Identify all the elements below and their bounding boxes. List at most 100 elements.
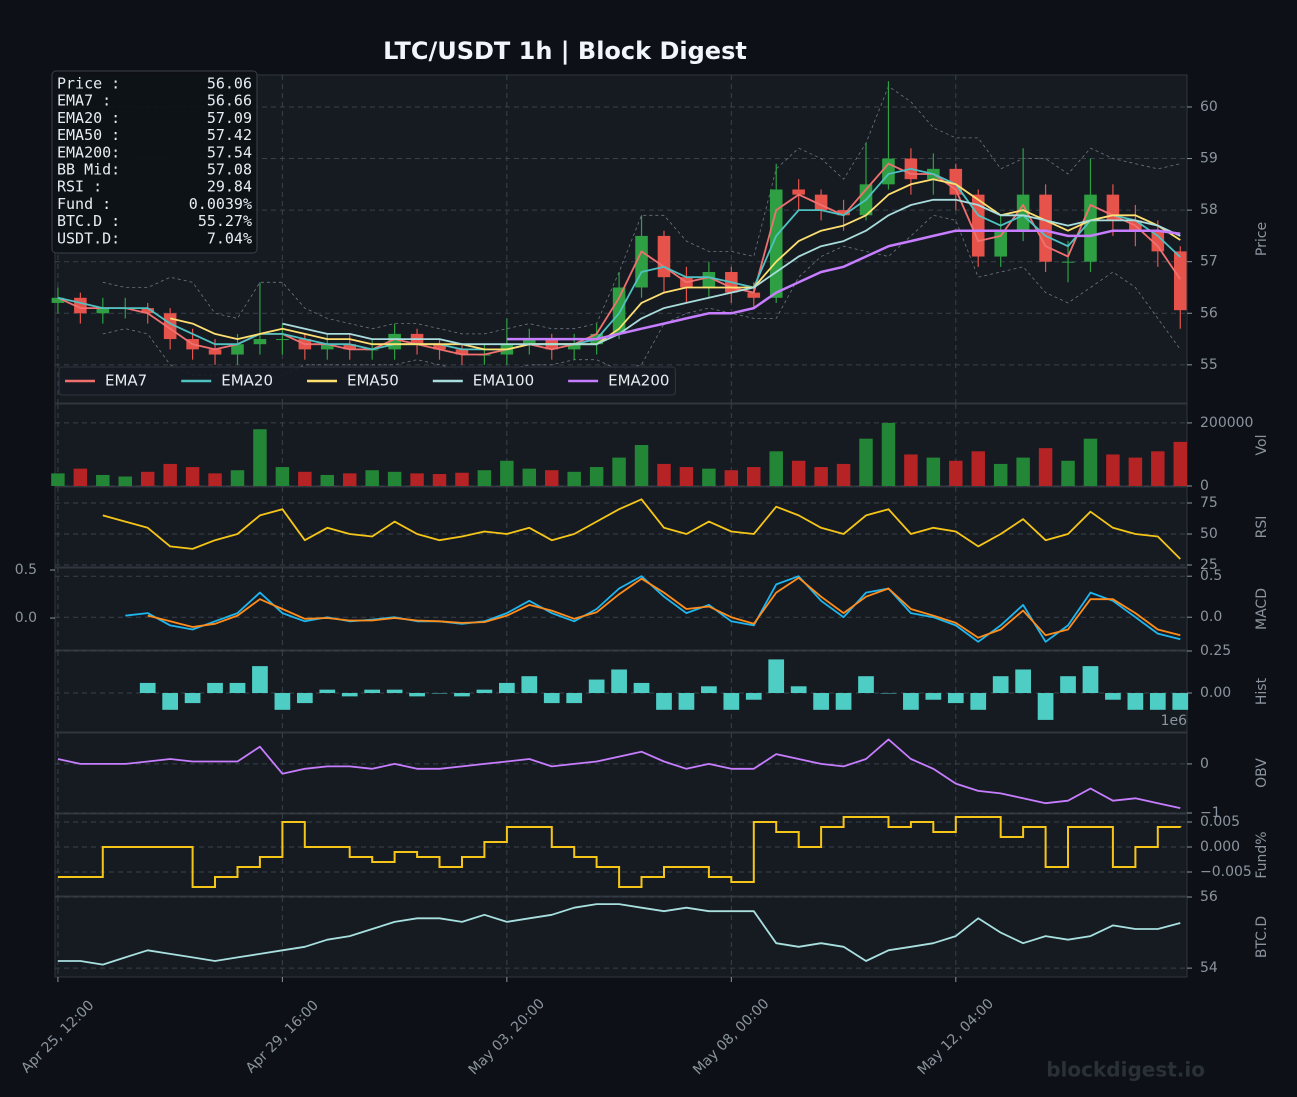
candle-body [837,210,850,216]
y-tick-label: 0.0 [1200,609,1222,625]
y-tick-label: 56 [1200,305,1218,321]
y-tick-label: 56 [1200,889,1218,905]
volume-bar [342,473,357,486]
candle-body [141,308,154,314]
volume-bar [881,422,896,486]
y-tick-label: 0.5 [1200,568,1222,584]
volume-bar [904,454,918,486]
volume-bar [791,460,806,486]
y-tick-label: −1 [1200,805,1221,821]
candle-body [792,189,805,195]
volume-bar [410,473,424,486]
legend-label: EMA20 [221,372,273,390]
panel [54,813,1188,897]
hist-bar [409,693,425,697]
panel [54,896,1188,978]
hist-bar [588,679,605,694]
info-label: EMA7 : [57,92,111,110]
y-tick-label: 200000 [1200,415,1253,431]
y2-tick-label: 0.5 [15,562,37,578]
volume-bar [477,470,492,486]
panel-label: Hist [1254,677,1270,705]
info-value: 57.09 [207,109,252,127]
y-tick-label: 50 [1200,526,1218,542]
line [102,498,1181,560]
info-label: USDT.D: [57,229,120,247]
hist-bar [252,666,268,694]
volume-bar [118,476,132,486]
candle-body [343,344,357,350]
volume-bar [724,470,739,486]
panel-label: BTC.D [1254,916,1270,958]
volume-bar [320,474,335,486]
y-tick-label: 0.005 [1200,814,1240,830]
info-label: RSI : [57,178,102,196]
hist-bar [431,693,448,694]
y-tick-label: 0.000 [1200,839,1240,855]
info-box-bg [51,70,258,254]
volume-bar [1151,451,1165,486]
candle-body [1151,230,1165,252]
info-value: 56.06 [207,75,252,93]
candle-body [320,344,334,350]
volume-bar [769,451,783,486]
volume-bar [365,470,379,486]
hist-bar [521,676,538,694]
candle-body [276,339,289,341]
candle-body [882,158,895,185]
volume-bar [185,467,200,486]
step-line [57,816,1182,888]
line [506,229,1181,341]
hist-bar [1149,693,1166,710]
line [57,168,1181,351]
candle-body [253,339,267,345]
info-label: EMA200: [57,143,120,161]
hist-bar [566,693,583,704]
hist-bar [723,693,740,710]
hist-bar [207,682,223,694]
y-tick-label: 55 [1200,357,1218,373]
hist-bar [364,689,381,694]
plot-layer: blockdigest.io555657585960PriceEMA7EMA20… [15,70,1270,1078]
candle-body [208,349,222,355]
volume-bar [747,467,761,486]
info-label: EMA20 : [57,109,120,127]
info-value: 7.04% [207,229,252,247]
volume-bar [1016,457,1030,486]
hist-bar [880,693,897,694]
hist-bar [768,659,785,694]
hist-bar [319,689,336,694]
volume-bar [971,451,985,486]
candle-body [635,235,648,288]
volume-bar [612,457,626,486]
hist-bar [1127,693,1144,710]
info-value: 56.66 [207,92,252,110]
volume-bar [163,463,177,486]
candle-body [523,339,536,345]
volume-bar [859,438,873,486]
hist-bar [1082,666,1099,694]
hist-bar [543,693,560,704]
hist-bar [835,693,852,710]
volume-bar [253,429,267,486]
legend-label: EMA200 [608,372,669,390]
hist-bar [454,693,470,697]
candle-body [96,308,110,314]
hist-bar [858,676,874,694]
legend-label: EMA50 [347,372,399,390]
line [147,576,1181,639]
volume-bar [455,472,469,486]
line [169,178,1181,351]
candle-body [455,349,469,355]
info-label: EMA50 : [57,126,120,144]
hist-bar [229,682,246,694]
info-value: 57.08 [207,161,252,179]
hist-bar [790,686,807,694]
info-label: Fund : [57,195,111,213]
volume-bar [432,474,447,486]
y-tick-label: 59 [1200,151,1218,167]
y-tick-label: 0 [1200,478,1209,494]
line [57,738,1181,809]
legend-label: EMA100 [473,372,534,390]
